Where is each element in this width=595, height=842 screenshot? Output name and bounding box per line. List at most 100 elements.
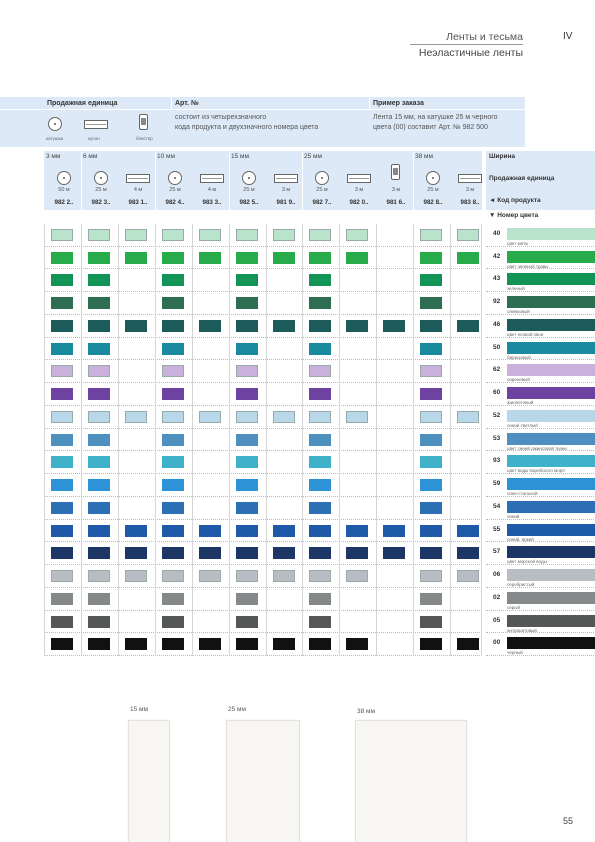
legend-row-divider (486, 495, 595, 497)
card-icon (126, 174, 150, 183)
color-swatch (383, 319, 405, 332)
grid-row-divider (44, 404, 482, 406)
color-swatch (162, 410, 184, 423)
grid-row-divider (44, 268, 482, 270)
color-swatch (88, 365, 110, 378)
info-bar-separator (369, 97, 370, 109)
color-swatch (346, 410, 368, 423)
color-swatch (346, 570, 368, 583)
spool-icon (94, 171, 108, 185)
legend-row-divider (486, 427, 595, 429)
grid-row-divider (44, 382, 482, 384)
product-code-label: ◄ Код продукта (489, 197, 541, 204)
color-name: цвет еловой хвои (507, 331, 544, 337)
color-swatch (420, 319, 442, 332)
color-swatch (88, 615, 110, 628)
color-swatch (51, 433, 73, 446)
legend-row-divider (486, 382, 595, 384)
sale-unit-length: 50 м (58, 187, 70, 193)
color-swatch (457, 251, 479, 264)
column-legend-header: Ширина Продажная единица ◄ Код продукта (486, 151, 595, 210)
grid-row-divider (44, 609, 482, 611)
color-number: 62 (493, 366, 501, 374)
grid-row-divider (44, 518, 482, 520)
grid-row-divider (44, 495, 482, 497)
color-swatch (51, 615, 73, 628)
color-legend-row: 02 серый (486, 588, 595, 611)
legend-row-divider (486, 609, 595, 611)
legend-row-divider (486, 336, 595, 338)
grid-column-divider (481, 224, 482, 656)
color-swatch (162, 615, 184, 628)
ribbon-sample-15mm (128, 720, 170, 842)
color-bar (507, 250, 595, 263)
color-swatch (309, 319, 331, 332)
color-swatch (162, 570, 184, 583)
color-swatch (309, 547, 331, 560)
width-label: Ширина (489, 153, 516, 160)
color-swatch (420, 592, 442, 605)
color-swatch (88, 524, 110, 537)
color-bar (507, 432, 595, 445)
legend-row-divider (486, 654, 595, 656)
color-swatch (236, 592, 258, 605)
color-swatch (236, 274, 258, 287)
product-code: 981 9.. (276, 199, 296, 206)
color-legend-row: 55 синий, яркий (486, 520, 595, 543)
color-swatch (273, 251, 295, 264)
color-swatch (236, 570, 258, 583)
color-legend-row: 57 цвет морской воды (486, 542, 595, 566)
color-swatch (88, 251, 110, 264)
product-code: 983 1.. (128, 199, 148, 206)
color-swatch (162, 501, 184, 514)
color-swatch (162, 251, 184, 264)
color-bar (507, 364, 595, 377)
color-swatch (420, 388, 442, 401)
color-swatch (125, 547, 147, 560)
legend-row-divider (486, 632, 595, 634)
color-legend-row: 60 фиолетовый (486, 383, 595, 406)
color-swatch (88, 229, 110, 241)
color-swatch (309, 251, 331, 264)
color-swatch (88, 297, 110, 310)
color-swatch (162, 456, 184, 469)
color-name: синий светлый (507, 422, 538, 428)
spool-icon (315, 171, 329, 185)
color-bar (507, 455, 595, 468)
spool-icon-label: катушка (46, 136, 64, 141)
color-bar (507, 478, 595, 491)
color-swatch (162, 433, 184, 446)
sale-unit-length: 25 м (427, 187, 439, 193)
color-number: 05 (493, 616, 501, 624)
color-swatch (162, 342, 184, 355)
color-swatch (51, 638, 73, 651)
grid-column-divider (450, 224, 451, 656)
product-code: 983 3.. (202, 199, 222, 206)
color-swatch (309, 365, 331, 378)
color-swatch (309, 456, 331, 469)
order-example-heading: Пример заказа (373, 100, 424, 107)
color-swatch (162, 638, 184, 651)
color-swatch (199, 570, 221, 583)
color-swatch (51, 274, 73, 287)
color-swatch (273, 547, 295, 560)
color-swatch (162, 274, 184, 287)
color-swatch (199, 638, 221, 651)
color-swatch (51, 365, 73, 378)
color-swatch (51, 570, 73, 583)
color-swatch (236, 615, 258, 628)
color-swatch (236, 319, 258, 332)
color-swatch (125, 524, 147, 537)
grid-column-divider (413, 224, 414, 656)
width-10mm: 10 мм (157, 153, 175, 160)
width-38mm: 38 мм (415, 153, 433, 160)
color-swatch (88, 638, 110, 651)
ribbon-sample-38mm (355, 720, 467, 842)
color-swatch (162, 524, 184, 537)
color-legend-row: 92 оливковый (486, 292, 595, 315)
art-text-line-2: кода продукта и двухзначного номера цвет… (175, 124, 319, 131)
product-code: 982 8.. (423, 199, 443, 206)
color-swatch (457, 638, 479, 651)
color-swatch (51, 501, 73, 514)
sale-unit-length: 3 м (391, 187, 401, 193)
